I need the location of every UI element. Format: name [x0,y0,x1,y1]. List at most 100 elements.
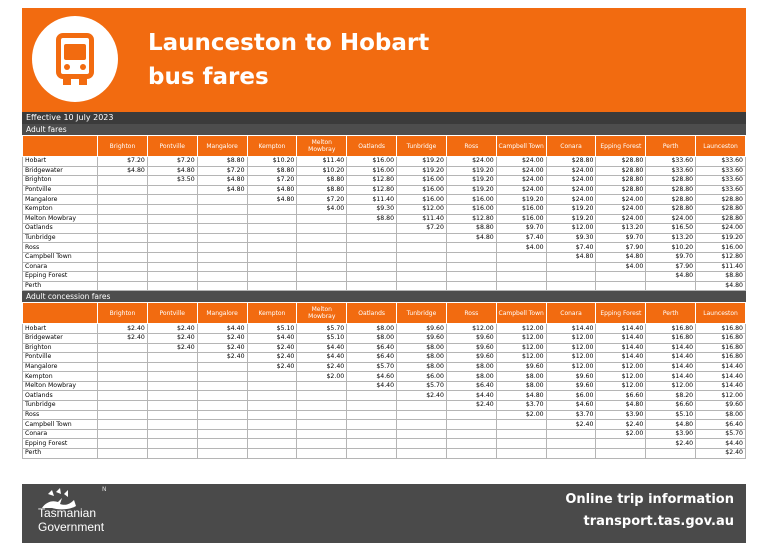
fare-cell [246,448,298,459]
fare-cell: $2.40 [695,448,746,459]
fare-cell: $16.50 [645,223,697,234]
fare-cell [146,194,198,205]
fare-cell: $11.40 [695,261,746,273]
column-header: Melton Mowbray [296,302,348,325]
fare-cell [246,409,298,421]
fare-cell [97,242,148,253]
fare-cell: $14.40 [695,361,746,373]
fare-cell [346,419,398,430]
fare-cell [346,251,398,263]
column-header: Launceston [695,135,746,157]
fare-cell [396,428,447,440]
fare-cell: $9.60 [445,342,497,354]
fare-cell: $6.40 [346,352,398,363]
fare-cell [146,419,198,430]
column-header: Brighton [97,135,148,157]
row-label: Bridgewater [22,165,98,177]
table-row: Conara $2.00 $3.90 $5.70 [22,428,746,440]
fare-cell: $7.90 [645,261,697,273]
fare-cell [97,409,148,421]
table-row: Epping Forest $2.40 $4.40 [22,438,746,450]
fare-cell [196,194,248,205]
column-header: Tunbridge [396,302,447,325]
column-header: Perth [645,302,697,325]
fare-cell [346,232,398,244]
fare-cell: $3.70 [495,400,547,411]
fare-cell [146,400,198,411]
fare-cell: $2.40 [196,332,248,344]
fare-cell: $28.80 [645,175,697,186]
fare-cell: $4.00 [595,261,647,273]
fare-cell: $8.00 [346,323,398,334]
fare-cell [645,280,697,292]
fare-cell: $4.80 [445,232,497,244]
page-subtitle: bus fares [148,64,269,90]
fare-cell: $14.40 [645,352,697,363]
column-header: Tunbridge [396,135,447,157]
fare-cell [396,242,447,253]
fare-cell: $6.40 [695,419,746,430]
fare-cell: $12.00 [445,323,497,334]
fare-cell: $19.20 [445,165,497,177]
fare-cell: $33.60 [695,156,746,167]
fare-cell: $8.20 [645,390,697,402]
fare-cell: $12.00 [495,352,547,363]
fare-cell [495,448,547,459]
fare-cell [495,438,547,450]
fare-cell: $24.00 [545,165,597,177]
fare-cell: $2.00 [495,409,547,421]
row-label: Conara [22,428,98,440]
fare-cell [246,213,298,225]
fare-cell: $12.00 [545,332,597,344]
fare-cell: $24.00 [645,213,697,225]
fare-cell [645,448,697,459]
fare-cell: $8.00 [396,352,447,363]
fare-cell: $12.00 [545,352,597,363]
fare-cell [445,428,497,440]
column-header: Oatlands [346,302,398,325]
fare-cell [196,251,248,263]
fare-cell [246,380,298,392]
row-label: Campbell Town [22,251,98,263]
column-header: Kempton [246,302,298,325]
fare-cell: $10.20 [296,165,348,177]
column-header: Kempton [246,135,298,157]
fare-cell: $19.20 [495,194,547,205]
fare-cell: $4.40 [695,438,746,450]
fare-cell [97,194,148,205]
fare-cell: $24.00 [495,184,547,196]
fare-cell: $10.20 [246,156,298,167]
fare-cell: $12.00 [595,361,647,373]
fare-cell [196,242,248,253]
fare-cell: $12.80 [445,213,497,225]
fare-cell [495,428,547,440]
table-row: Tunbridge $4.80 $7.40 $9.30 $9.70 $13.20 $19.2… [22,232,746,244]
fare-cell: $2.40 [97,332,148,344]
fare-cell [445,280,497,292]
fare-cell: $2.40 [196,352,248,363]
fare-cell: $24.00 [545,184,597,196]
fare-cell [296,390,348,402]
fare-cell: $9.60 [445,352,497,363]
column-header: Conara [545,135,597,157]
fare-cell [296,380,348,392]
fare-cell: $9.70 [595,232,647,244]
fare-cell [97,223,148,234]
table-row: Oatlands $2.40 $4.40 $4.80 $6.00 $6.60 $8.20 $1… [22,390,746,402]
row-label: Ross [22,242,98,253]
fare-cell: $2.40 [296,361,348,373]
fare-cell [196,409,248,421]
table-row: Tunbridge $2.40 $3.70 $4.60 $4.80 $6.60 $9.60 [22,400,746,411]
fare-cell [246,419,298,430]
fare-cell: $16.00 [346,165,398,177]
fare-cell [97,419,148,430]
fare-cell: $10.20 [645,242,697,253]
website-link[interactable]: transport.tas.gov.au [583,514,734,529]
fare-cell [296,251,348,263]
fare-tables: Effective 10 July 2023 Adult fares Brigh… [22,112,746,459]
adult-fares-table: Brighton Pontville Mangalore Kempton Melton … [22,135,746,292]
gov-name-line1: Tasmanian [38,506,97,520]
fare-cell: $28.80 [695,194,746,205]
fare-cell [196,380,248,392]
fare-cell: $4.00 [296,203,348,215]
